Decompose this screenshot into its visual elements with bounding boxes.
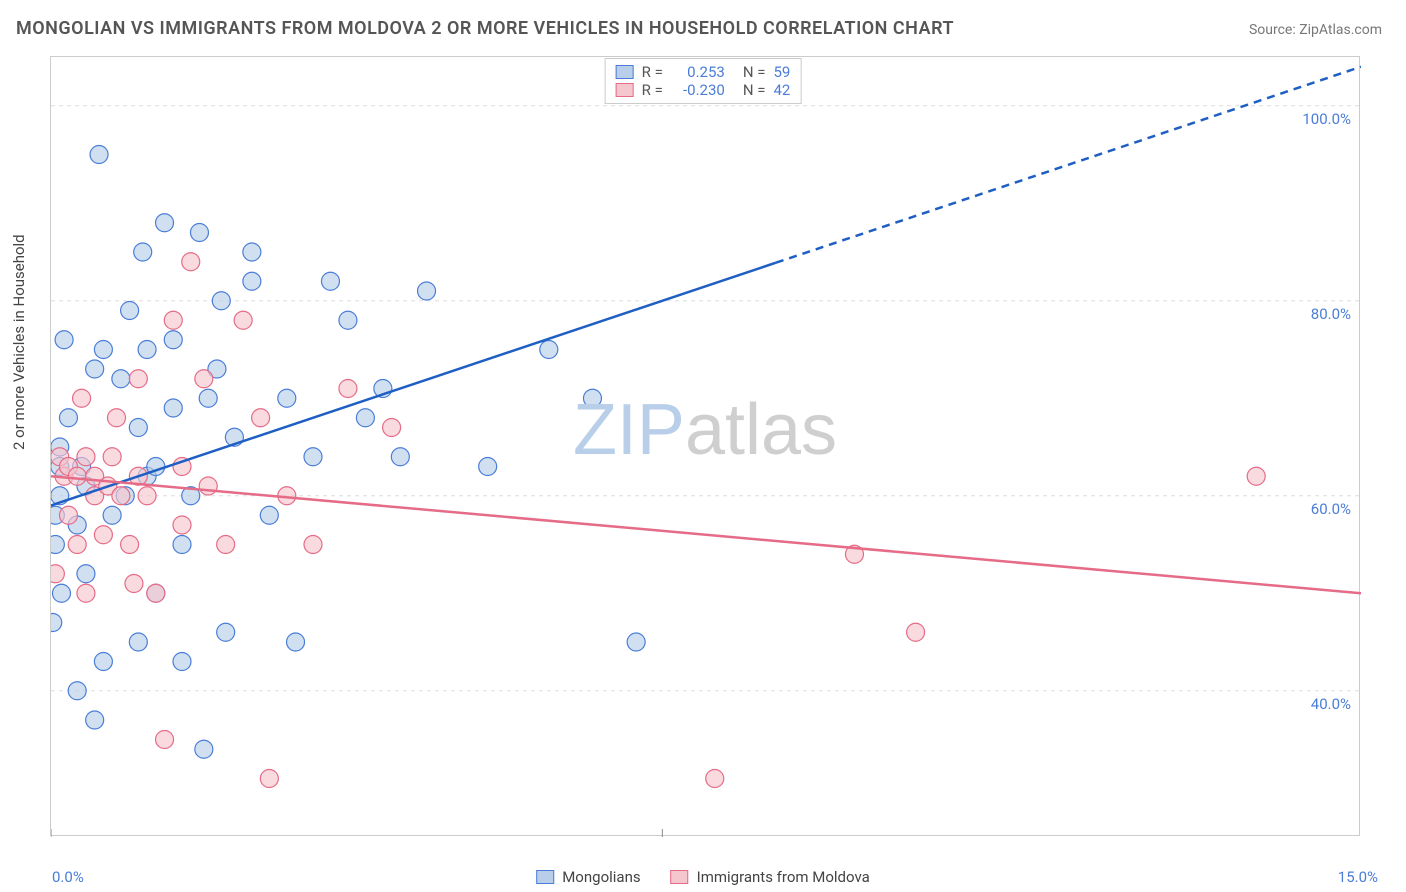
svg-text:60.0%: 60.0% xyxy=(1311,500,1351,518)
source-label: Source: ZipAtlas.com xyxy=(1249,22,1382,38)
x-axis-min: 0.0% xyxy=(52,868,84,886)
y-axis-label: 2 or more Vehicles in Household xyxy=(10,234,28,450)
plot-area: 40.0%60.0%80.0%100.0% ZIPatlas xyxy=(50,56,1360,836)
legend-item: Immigrants from Moldova xyxy=(671,868,870,886)
scatter-svg: 40.0% 60.0% 80.0% 100.0% xyxy=(51,57,1361,837)
legend-row: R =-0.230N =42 xyxy=(616,81,791,99)
correlation-chart: MONGOLIAN VS IMMIGRANTS FROM MOLDOVA 2 O… xyxy=(0,0,1406,892)
x-axis-max: 15.0% xyxy=(1338,868,1378,886)
legend-correlation: R =0.253N =59R =-0.230N =42 xyxy=(605,58,802,104)
svg-text:40.0%: 40.0% xyxy=(1311,695,1351,713)
svg-text:100.0%: 100.0% xyxy=(1302,110,1351,128)
legend-item: Mongolians xyxy=(536,868,640,886)
legend-series: Mongolians Immigrants from Moldova xyxy=(536,868,870,886)
chart-title: MONGOLIAN VS IMMIGRANTS FROM MOLDOVA 2 O… xyxy=(16,18,954,39)
svg-text:80.0%: 80.0% xyxy=(1311,305,1351,323)
legend-row: R =0.253N =59 xyxy=(616,63,791,81)
